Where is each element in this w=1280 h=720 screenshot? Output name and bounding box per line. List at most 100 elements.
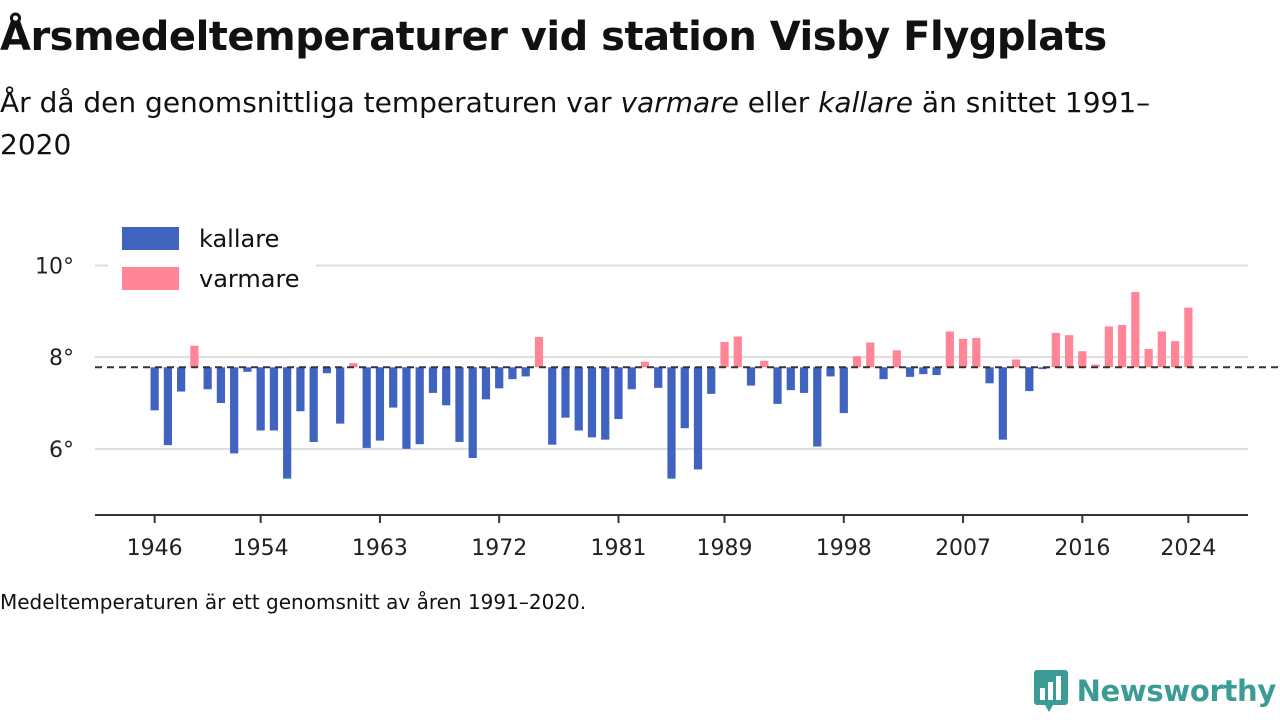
bar (786, 367, 795, 391)
bar (322, 367, 332, 374)
subtitle-cold-word: kallare (818, 86, 914, 119)
bar (1051, 332, 1060, 368)
x-tick-label: 2016 (1054, 536, 1110, 561)
legend-label: kallare (199, 225, 279, 253)
legend-label: varmare (199, 265, 300, 293)
bar (932, 367, 941, 376)
bar (1091, 364, 1100, 368)
x-tick-label: 1998 (816, 536, 872, 561)
newsworthy-logo-icon (1033, 670, 1068, 712)
temperature-bar-chart: 6° 8° 10° 1946 1954 1963 1972 1981 1989 1998 2007 2… (35, 222, 1278, 561)
bar (495, 367, 504, 389)
bar (985, 367, 994, 384)
bar (799, 367, 809, 393)
bar (455, 367, 464, 442)
bar (283, 367, 292, 479)
bar (402, 367, 411, 449)
x-tick-label: 1972 (471, 536, 527, 561)
bar (243, 367, 252, 372)
bar (1025, 367, 1034, 392)
bar (163, 367, 172, 446)
bar (508, 367, 517, 380)
x-tick-label: 2007 (935, 536, 991, 561)
bar (534, 337, 544, 368)
bar (640, 361, 650, 368)
x-tick-label: 1989 (697, 536, 753, 561)
bar (1184, 307, 1193, 368)
subtitle-warm-word: varmare (620, 86, 739, 119)
bar (1038, 367, 1047, 370)
bar (733, 336, 742, 368)
bar (1144, 348, 1153, 368)
bar (336, 367, 345, 424)
bar (654, 367, 663, 388)
subtitle-part-1: År då den genomsnittliga temperaturen va… (0, 86, 621, 119)
chart-subtitle: År då den genomsnittliga temperaturen va… (0, 82, 1200, 166)
bar (216, 367, 226, 403)
bar (1064, 335, 1074, 368)
legend-swatch (122, 267, 179, 290)
bar (773, 367, 782, 404)
x-tick-label: 2024 (1160, 536, 1216, 561)
x-tick-label: 1954 (233, 536, 289, 561)
bar (958, 338, 968, 368)
bar (1117, 325, 1127, 368)
bar (905, 367, 915, 377)
footnote: Medeltemperaturen är ett genomsnitt av å… (0, 590, 587, 614)
bar (362, 367, 371, 448)
subtitle-part-3: än snittet 1991–2020 (0, 86, 1151, 161)
bar (680, 367, 689, 429)
bar (627, 367, 636, 390)
bar (481, 367, 491, 400)
y-tick-label: 6° (49, 438, 74, 463)
bar (1171, 341, 1180, 368)
bar (746, 367, 756, 386)
bar (813, 367, 822, 447)
bar (442, 367, 451, 406)
bar (826, 367, 835, 377)
bar (349, 363, 358, 368)
bar (1011, 359, 1021, 368)
bar (839, 367, 848, 414)
bar (1157, 331, 1166, 368)
bar (375, 367, 385, 441)
x-tick-label: 1963 (352, 536, 408, 561)
bar (1131, 292, 1140, 368)
bar (309, 367, 318, 442)
x-tick-label: 1946 (127, 536, 183, 561)
y-tick-label: 10° (35, 255, 74, 280)
bar (269, 367, 279, 431)
bar (389, 367, 398, 408)
bar (720, 342, 729, 368)
bar (945, 331, 954, 368)
legend-swatch (122, 227, 179, 250)
bar (1078, 351, 1087, 368)
bar (548, 367, 557, 445)
bar (561, 367, 570, 418)
bar (256, 367, 265, 431)
bar (190, 345, 199, 368)
bar (177, 367, 186, 392)
bar (415, 367, 424, 445)
bar (601, 367, 610, 440)
y-tick-label: 8° (49, 346, 74, 371)
bar (760, 360, 769, 368)
bar (879, 367, 888, 380)
bar (587, 367, 597, 438)
subtitle-part-2: eller (738, 86, 819, 119)
bar (296, 367, 305, 412)
brand-name: Newsworthy (1076, 674, 1277, 708)
bar (1104, 326, 1113, 368)
bar (972, 337, 981, 368)
bar (574, 367, 583, 431)
bar (468, 367, 477, 458)
bar (667, 367, 676, 479)
chart-title: Årsmedeltemperaturer vid station Visby F… (0, 14, 1107, 60)
bar (866, 342, 875, 368)
bar (998, 367, 1007, 440)
bar (693, 367, 703, 470)
bar (707, 367, 716, 394)
bar (852, 356, 862, 368)
bar (919, 367, 928, 375)
brand-logo: Newsworthy (1033, 668, 1276, 714)
